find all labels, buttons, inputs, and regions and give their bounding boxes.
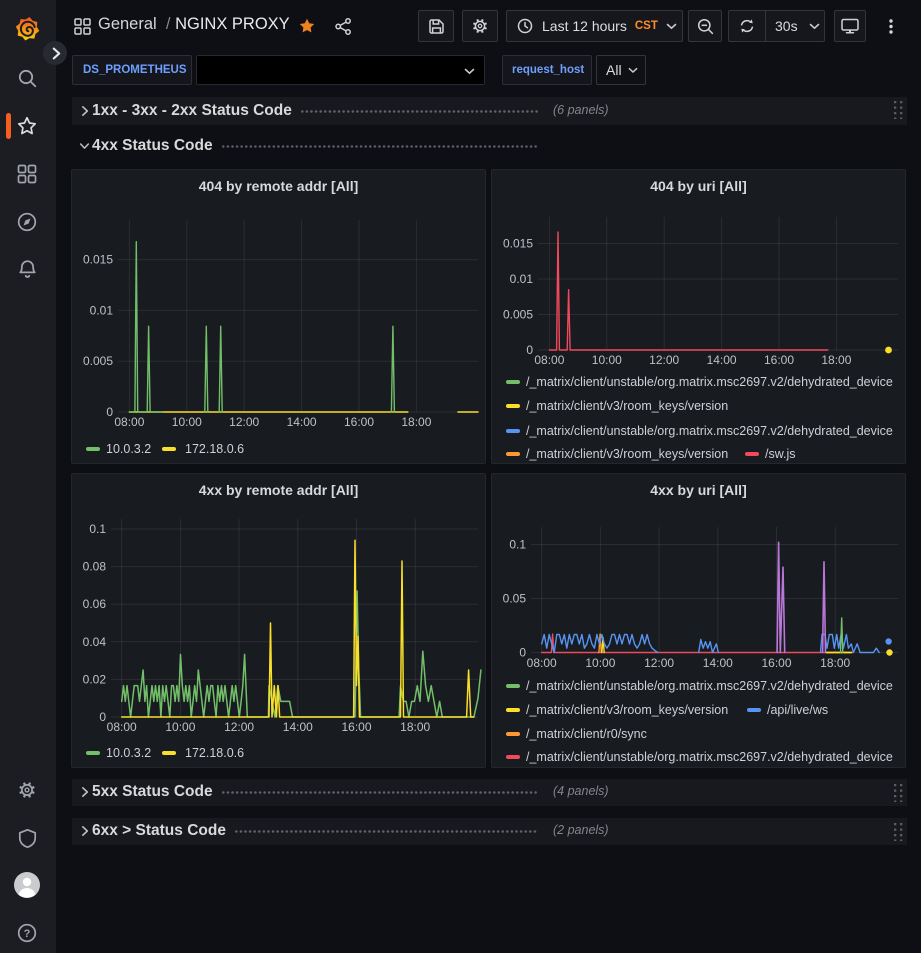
svg-text:0: 0 — [519, 646, 526, 660]
svg-text:10.0.3.2: 10.0.3.2 — [106, 746, 151, 760]
svg-text:/_matrix/client/unstable/org.m: /_matrix/client/unstable/org.matrix.msc2… — [526, 750, 893, 764]
svg-text:?: ? — [24, 928, 31, 940]
svg-text:10:00: 10:00 — [165, 720, 195, 734]
svg-text:0.1: 0.1 — [89, 522, 106, 536]
svg-text:08:00: 08:00 — [107, 720, 137, 734]
svg-text:14:00: 14:00 — [283, 720, 313, 734]
svg-text:12:00: 12:00 — [644, 656, 674, 670]
svg-text:0.015: 0.015 — [83, 253, 113, 267]
svg-text:0.005: 0.005 — [83, 354, 113, 368]
svg-text:0: 0 — [106, 405, 113, 419]
svg-text:12:00: 12:00 — [224, 720, 254, 734]
svg-text:0.1: 0.1 — [509, 538, 526, 552]
svg-text:10:00: 10:00 — [585, 656, 615, 670]
svg-text:18:00: 18:00 — [400, 720, 430, 734]
svg-text:18:00: 18:00 — [820, 656, 850, 670]
svg-text:12:00: 12:00 — [229, 415, 259, 429]
svg-text:0: 0 — [526, 343, 533, 357]
svg-text:10.0.3.2: 10.0.3.2 — [106, 442, 151, 456]
svg-text:16:00: 16:00 — [761, 656, 791, 670]
svg-text:0.01: 0.01 — [510, 272, 534, 286]
svg-text:16:00: 16:00 — [341, 720, 371, 734]
svg-text:10:00: 10:00 — [172, 415, 202, 429]
svg-text:0.05: 0.05 — [503, 592, 527, 606]
svg-text:/_matrix/client/r0/sync: /_matrix/client/r0/sync — [526, 727, 647, 741]
svg-text:16:00: 16:00 — [764, 353, 794, 367]
svg-text:172.18.0.6: 172.18.0.6 — [185, 442, 244, 456]
svg-text:0.02: 0.02 — [83, 672, 107, 686]
svg-text:0.04: 0.04 — [83, 635, 107, 649]
svg-text:0: 0 — [99, 710, 106, 724]
svg-text:0.015: 0.015 — [503, 237, 533, 251]
svg-text:08:00: 08:00 — [527, 656, 557, 670]
svg-text:0.06: 0.06 — [83, 597, 107, 611]
svg-text:08:00: 08:00 — [534, 353, 564, 367]
svg-text:/_matrix/client/unstable/org.m: /_matrix/client/unstable/org.matrix.msc2… — [526, 375, 893, 389]
svg-text:0.005: 0.005 — [503, 308, 533, 322]
svg-text:/_matrix/client/unstable/org.m: /_matrix/client/unstable/org.matrix.msc2… — [526, 679, 893, 693]
svg-text:/_matrix/client/v3/room_keys/v: /_matrix/client/v3/room_keys/version — [526, 447, 728, 461]
svg-text:0.08: 0.08 — [83, 560, 107, 574]
svg-text:/_matrix/client/v3/room_keys/v: /_matrix/client/v3/room_keys/version — [526, 399, 728, 413]
svg-text:14:00: 14:00 — [707, 353, 737, 367]
svg-text:18:00: 18:00 — [401, 415, 431, 429]
svg-text:/_matrix/client/v3/room_keys/v: /_matrix/client/v3/room_keys/version — [526, 703, 728, 717]
svg-text:16:00: 16:00 — [344, 415, 374, 429]
svg-text:10:00: 10:00 — [592, 353, 622, 367]
svg-text:/api/live/ws: /api/live/ws — [767, 703, 828, 717]
svg-text:14:00: 14:00 — [703, 656, 733, 670]
svg-text:12:00: 12:00 — [649, 353, 679, 367]
svg-text:0.01: 0.01 — [90, 303, 114, 317]
svg-text:/sw.js: /sw.js — [765, 447, 796, 461]
svg-text:/_matrix/client/unstable/org.m: /_matrix/client/unstable/org.matrix.msc2… — [526, 424, 893, 438]
svg-text:08:00: 08:00 — [114, 415, 144, 429]
svg-text:172.18.0.6: 172.18.0.6 — [185, 746, 244, 760]
svg-text:18:00: 18:00 — [821, 353, 851, 367]
svg-text:14:00: 14:00 — [287, 415, 317, 429]
